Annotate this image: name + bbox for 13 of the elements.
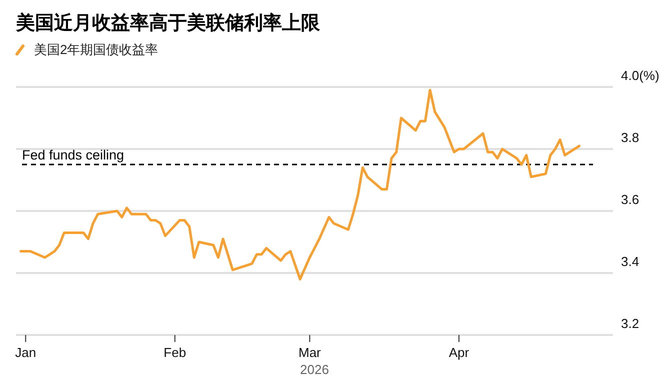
y-tick-label: 3.2 — [621, 316, 640, 331]
x-tick-label: Mar — [298, 345, 322, 360]
x-tick-label: Apr — [448, 345, 470, 360]
y-tick-label: 3.8 — [621, 130, 640, 145]
legend-label: 美国2年期国债收益率 — [34, 42, 158, 57]
x-tick-label: Feb — [164, 345, 186, 360]
x-tick-label: Jan — [15, 345, 36, 360]
y-tick-label: 3.6 — [621, 192, 640, 207]
y-tick-label: 3.4 — [621, 254, 640, 269]
y-tick-label: 4.0(%) — [621, 68, 660, 83]
chart-title: 美国近月收益率高于美联储利率上限 — [15, 12, 321, 34]
ref-line-label: Fed funds ceiling — [22, 148, 124, 162]
x-axis-title: 2026 — [300, 362, 329, 377]
